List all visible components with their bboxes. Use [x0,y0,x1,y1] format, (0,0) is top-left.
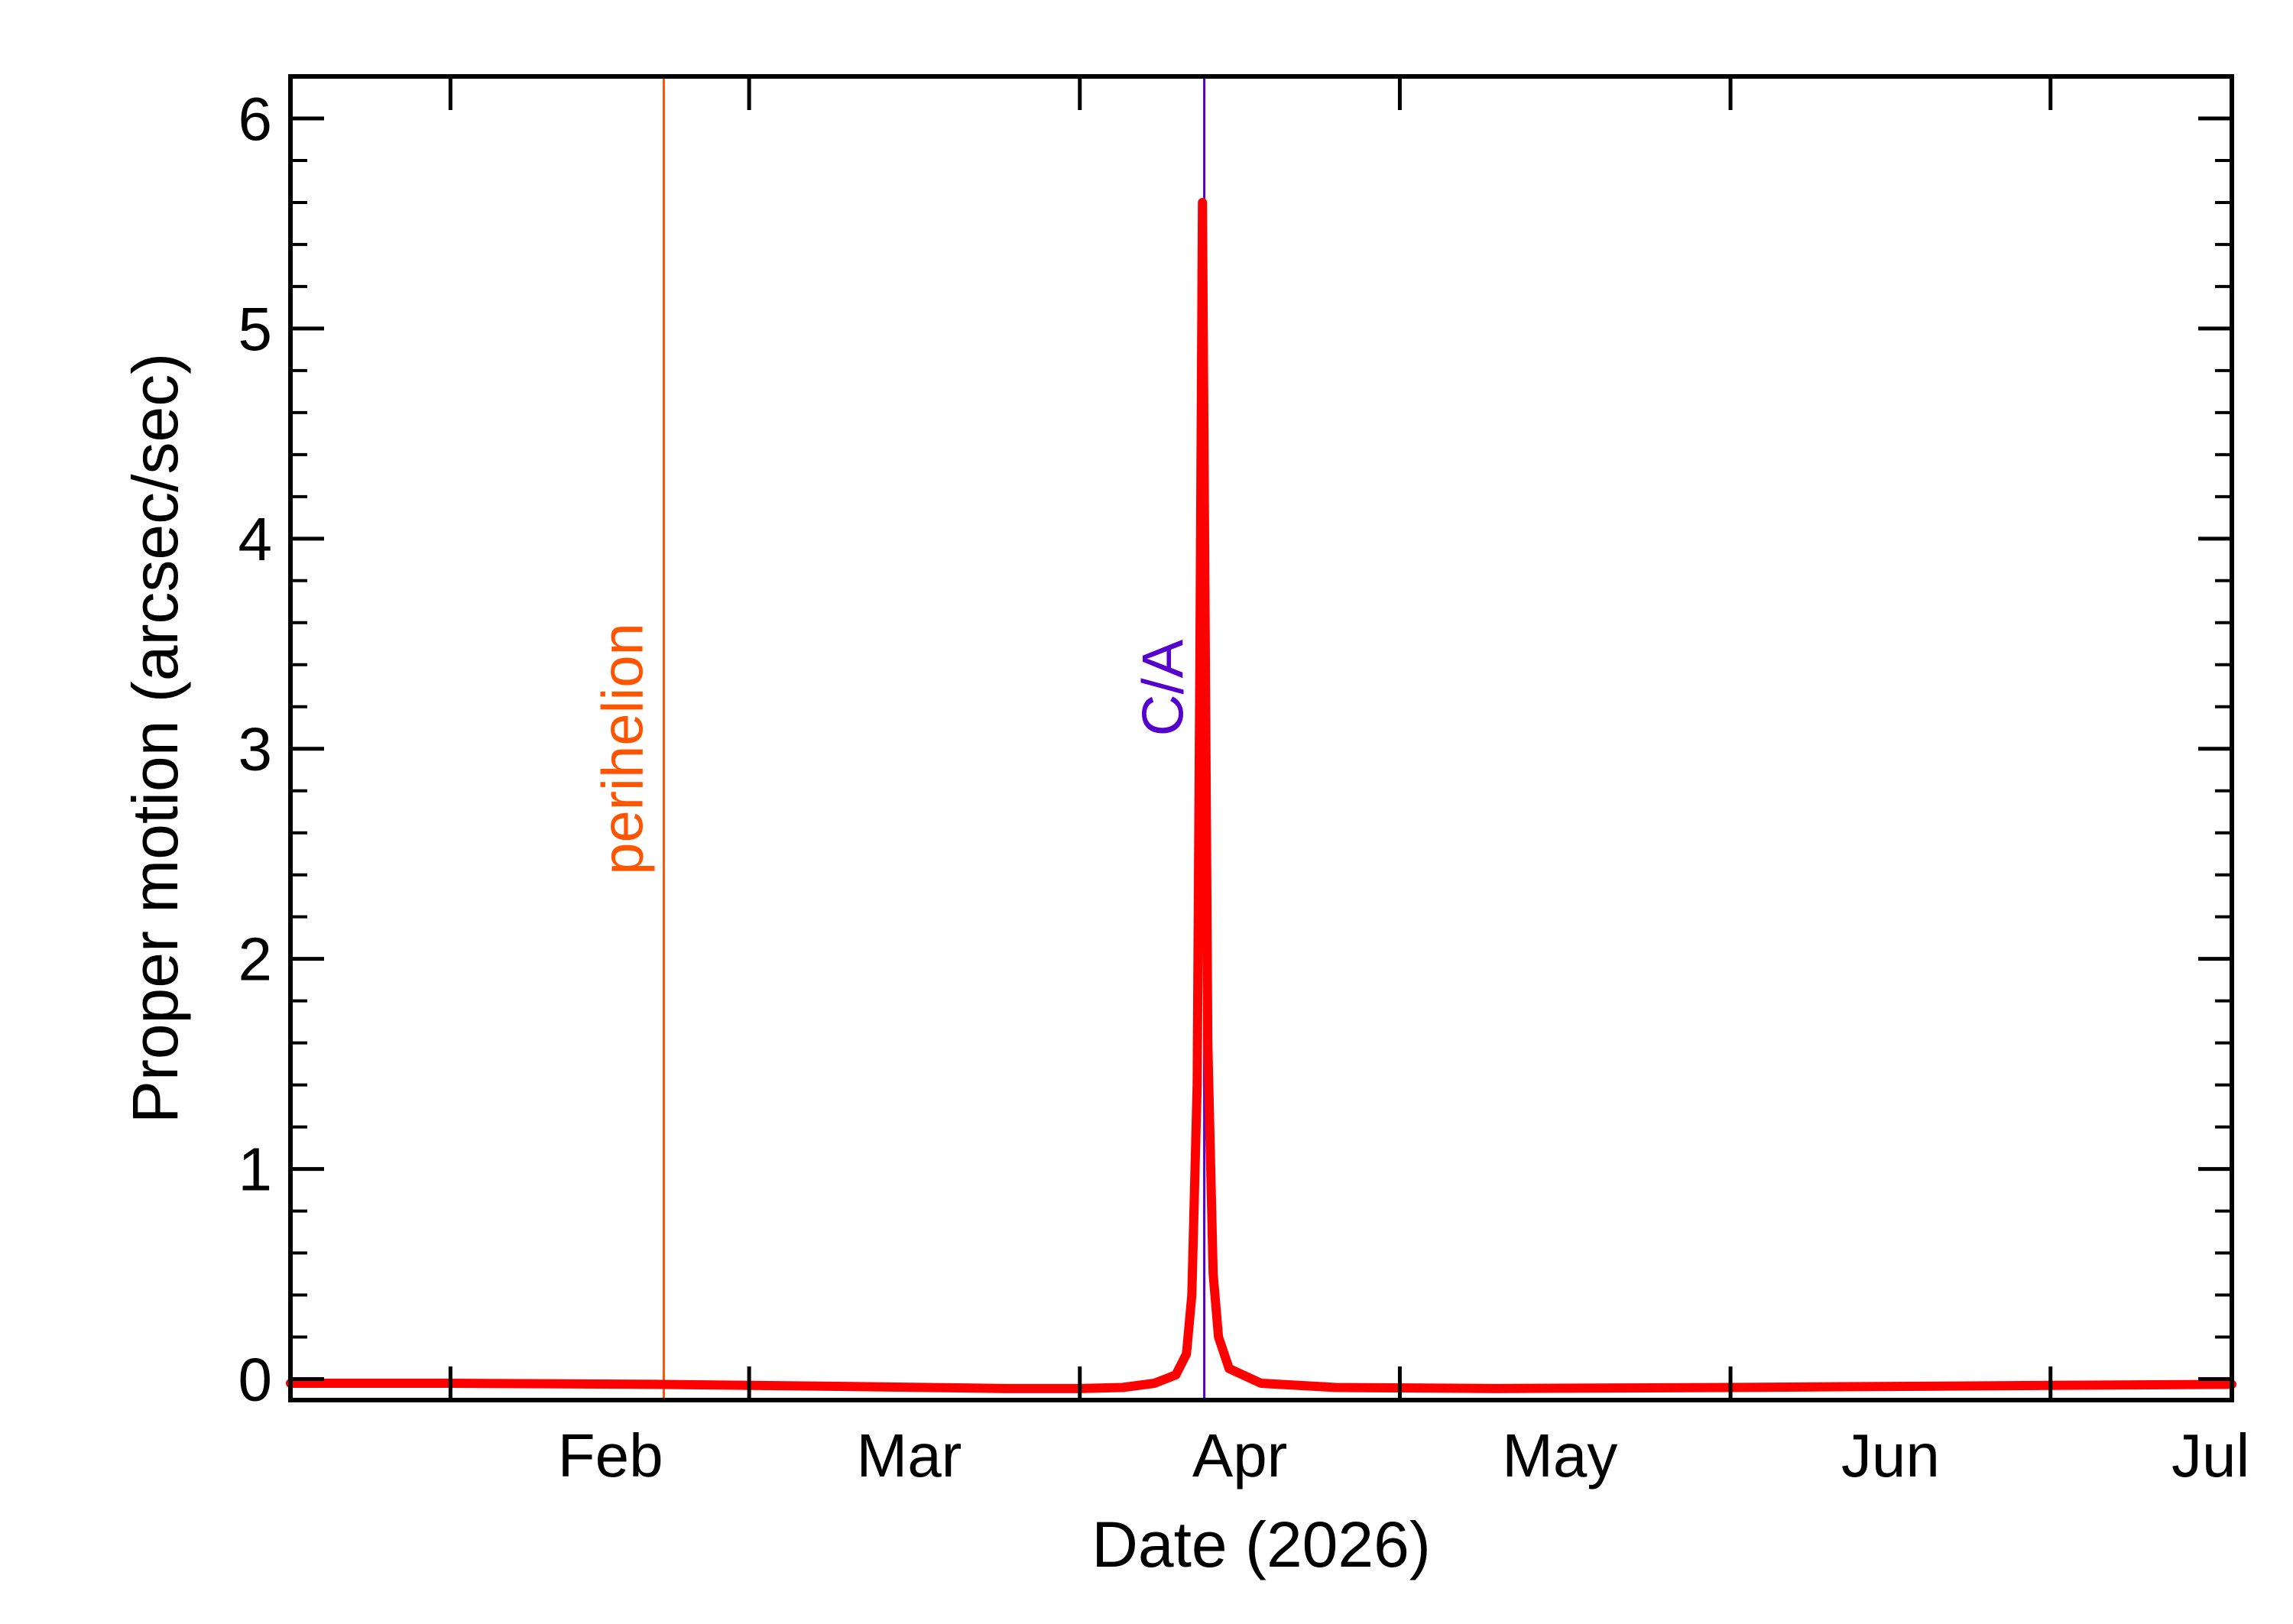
series-line-0 [286,198,2236,1393]
x-tick-label: Mar [857,1421,962,1489]
y-tick-label: 2 [238,925,273,994]
plot-frame [288,74,2234,1402]
y-tick-label: 1 [238,1136,273,1204]
y-tick-label: 5 [238,295,273,363]
axis-ticks [290,75,2232,1400]
y-tick-label: 3 [238,715,273,783]
y-axis-label: Proper motion (arcsec/sec) [119,353,191,1123]
y-tick-label: 6 [238,85,273,153]
y-tick-label: 4 [238,505,273,573]
x-tick-label: Apr [1192,1421,1288,1489]
plot-marks: perihelion C/A [286,76,2236,1400]
x-tick-label: Jun [1841,1421,1940,1489]
x-tick-label: Feb [558,1421,663,1489]
y-tick-label: 0 [238,1346,273,1414]
x-tick-label: Jul [2171,1421,2249,1489]
x-axis-label: Date (2026) [1091,1509,1431,1580]
vline-label-perihelion: perihelion [590,623,655,875]
tick-labels: 0 1 2 3 4 5 6 Feb Mar Apr May Jun Jul [238,85,2250,1489]
vline-label-closest-approach: C/A [1131,639,1196,736]
x-tick-label: May [1502,1421,1617,1489]
